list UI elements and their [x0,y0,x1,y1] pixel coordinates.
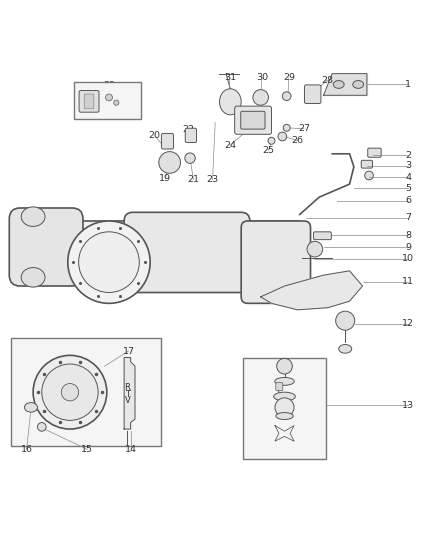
FancyBboxPatch shape [234,106,271,134]
Ellipse shape [21,268,45,287]
Ellipse shape [275,413,293,419]
Text: 4: 4 [404,173,410,182]
Text: 11: 11 [401,277,413,286]
Bar [11,338,161,446]
Polygon shape [323,74,366,95]
Circle shape [42,364,98,421]
Text: 29: 29 [282,74,294,83]
Ellipse shape [219,89,240,115]
Text: 15: 15 [81,445,93,454]
Circle shape [67,221,150,303]
Text: 6: 6 [404,196,410,205]
Circle shape [113,100,119,105]
FancyBboxPatch shape [360,160,372,168]
Ellipse shape [352,80,363,88]
Text: R: R [124,383,130,392]
Text: 14: 14 [124,445,136,454]
Circle shape [335,311,354,330]
FancyBboxPatch shape [84,94,94,109]
Text: 3: 3 [404,161,410,171]
FancyBboxPatch shape [240,111,265,129]
Ellipse shape [338,344,351,353]
Text: 25: 25 [261,146,273,155]
Text: 31: 31 [223,74,236,83]
Ellipse shape [25,402,37,412]
FancyBboxPatch shape [313,232,331,240]
Circle shape [61,384,78,401]
Text: 8: 8 [404,231,410,240]
Bar [74,82,141,119]
Circle shape [37,423,46,431]
FancyBboxPatch shape [240,221,310,303]
FancyBboxPatch shape [161,133,173,149]
Text: 1: 1 [404,80,410,89]
FancyBboxPatch shape [79,91,99,112]
Text: 18: 18 [85,264,97,273]
Circle shape [105,94,112,101]
Text: 5: 5 [404,184,410,193]
Circle shape [33,356,106,429]
Text: 32: 32 [102,81,115,90]
Circle shape [364,171,373,180]
Text: T: T [124,390,130,399]
Text: 9: 9 [404,243,410,252]
Circle shape [274,398,293,417]
Text: 20: 20 [148,131,160,140]
FancyBboxPatch shape [33,221,301,258]
FancyBboxPatch shape [367,148,380,157]
FancyBboxPatch shape [9,208,83,286]
Circle shape [282,92,290,101]
Circle shape [252,90,268,105]
Text: 13: 13 [401,401,413,410]
Circle shape [277,132,286,141]
Bar [243,358,325,459]
FancyBboxPatch shape [124,212,249,293]
Circle shape [306,241,322,257]
Text: 23: 23 [206,175,218,184]
FancyBboxPatch shape [304,85,320,103]
Ellipse shape [21,207,45,227]
Ellipse shape [273,392,295,401]
Text: 21: 21 [187,175,199,184]
Text: 26: 26 [291,136,303,146]
Text: 30: 30 [255,74,268,83]
Ellipse shape [274,377,293,385]
Text: 10: 10 [401,254,413,263]
FancyBboxPatch shape [275,383,282,391]
Text: 28: 28 [320,76,332,85]
Text: 7: 7 [404,213,410,222]
Polygon shape [124,358,134,429]
Text: 12: 12 [401,319,413,328]
Text: V: V [124,397,130,406]
Text: 24: 24 [223,141,235,150]
Circle shape [283,124,290,131]
Text: 16: 16 [21,445,32,454]
Circle shape [159,151,180,173]
Ellipse shape [332,80,343,88]
Circle shape [268,138,274,144]
Circle shape [276,358,292,374]
Polygon shape [260,271,362,310]
Circle shape [78,232,139,293]
Text: 19: 19 [159,174,171,183]
Text: 2: 2 [404,151,410,159]
Text: 27: 27 [297,124,309,133]
Circle shape [184,153,195,163]
FancyBboxPatch shape [185,128,196,142]
Text: 17: 17 [122,346,134,356]
Text: 22: 22 [182,125,194,134]
